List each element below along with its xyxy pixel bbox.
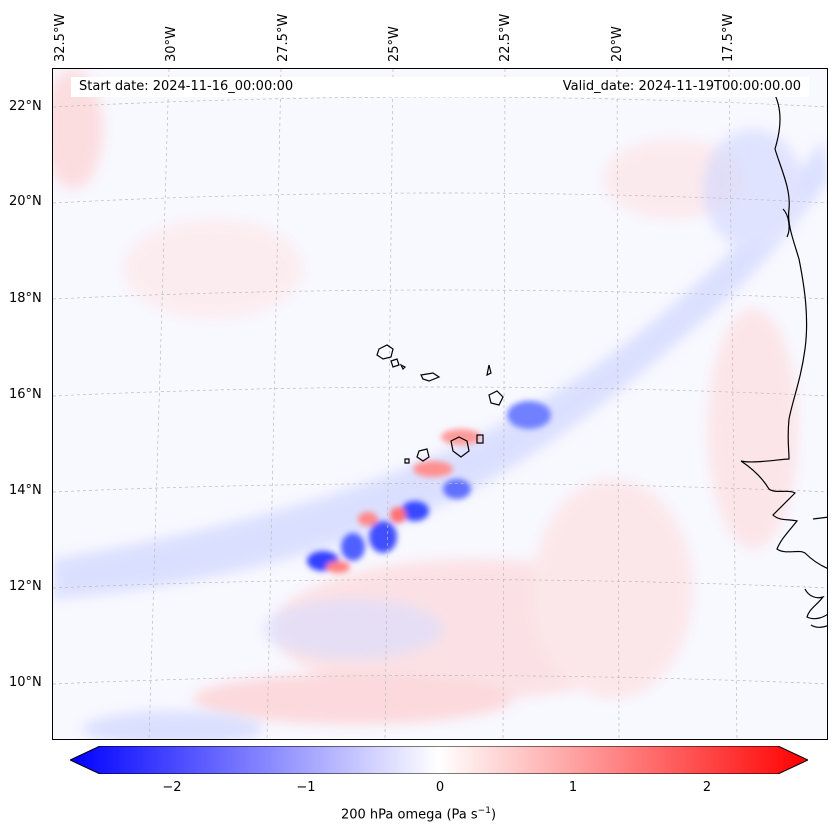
lat-label-16n: 16°N bbox=[9, 387, 42, 402]
colorbar-tick-0: 0 bbox=[435, 780, 445, 795]
lon-label-17.5w: 17.5°W bbox=[721, 13, 736, 62]
lon-label-30w: 30°W bbox=[164, 26, 179, 62]
lat-label-10n: 10°N bbox=[9, 675, 42, 690]
lat-label-20n: 20°N bbox=[9, 194, 42, 209]
lon-label-32.5w: 32.5°W bbox=[53, 13, 68, 62]
colorbar-label: 200 hPa omega (Pa s−1) bbox=[340, 806, 497, 823]
colorbar-fill bbox=[68, 745, 810, 775]
colorbar bbox=[68, 745, 810, 775]
start-date-label: Start date: 2024-11-16_00:00:00 bbox=[79, 79, 294, 94]
omega-field bbox=[53, 69, 827, 739]
map-panel[interactable]: Start date: 2024-11-16_00:00:00 Valid_da… bbox=[52, 68, 828, 740]
lat-label-12n: 12°N bbox=[9, 579, 42, 594]
lat-label-22n: 22°N bbox=[9, 99, 42, 114]
colorbar-tick-neg1: −1 bbox=[296, 780, 316, 795]
lon-label-27.5w: 27.5°W bbox=[276, 13, 291, 62]
coastline bbox=[740, 90, 827, 628]
lon-label-20w: 20°W bbox=[610, 26, 625, 62]
lat-label-14n: 14°N bbox=[9, 483, 42, 498]
valid-date-label: Valid_date: 2024-11-19T00:00:00.00 bbox=[562, 79, 801, 94]
lat-label-18n: 18°N bbox=[9, 291, 42, 306]
cape-verde-islands bbox=[376, 344, 504, 464]
lon-label-22.5w: 22.5°W bbox=[498, 13, 513, 62]
colorbar-tick-neg2: −2 bbox=[162, 780, 182, 795]
lon-label-25w: 25°W bbox=[387, 26, 402, 62]
colorbar-tick-1: 1 bbox=[568, 780, 578, 795]
date-banner: Start date: 2024-11-16_00:00:00 Valid_da… bbox=[71, 77, 809, 97]
colorbar-tick-2: 2 bbox=[702, 780, 712, 795]
